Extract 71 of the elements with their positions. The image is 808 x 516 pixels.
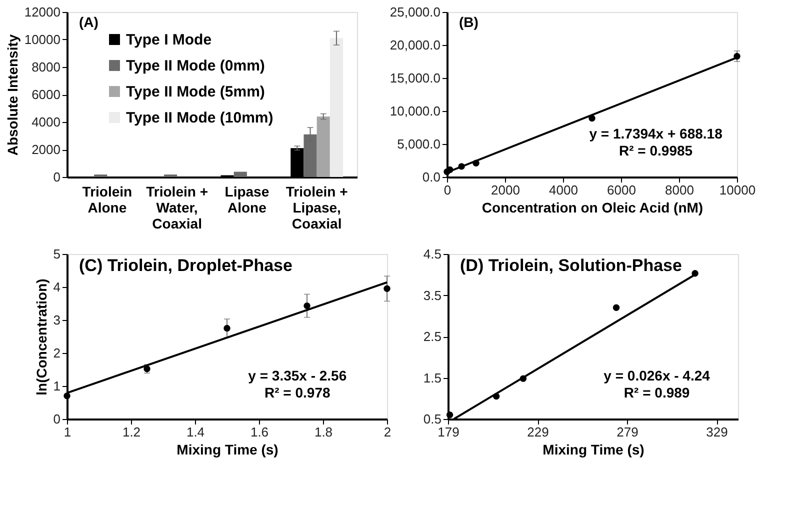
x-tick-label: 8000: [665, 182, 694, 198]
point: [304, 302, 310, 310]
x-tick-label: 279: [616, 424, 638, 440]
y-tick-label: 2.5: [423, 329, 442, 344]
x-tick-label: Triolein Alone: [82, 184, 132, 216]
chart-title: (A): [79, 14, 98, 30]
x-tick-label: Lipase Alone: [224, 184, 270, 216]
y-axis-title: Absolute Intensity: [4, 34, 20, 156]
y-tick-label: 4: [53, 280, 60, 294]
point: [224, 324, 230, 332]
legend-label: Type I Mode: [126, 32, 212, 48]
x-tick-label: 2000: [491, 182, 520, 198]
bar: [234, 172, 247, 177]
annotation: R² = 0.978: [264, 384, 330, 400]
x-tick-label: 1.4: [186, 424, 205, 440]
chart-title: (B): [459, 14, 478, 30]
x-tick-label: Triolein + Lipase, Coaxial: [286, 184, 348, 232]
y-tick-label: 8000: [32, 60, 60, 74]
y-tick-label: 1: [53, 378, 60, 394]
x-axis-title: Mixing Time (s): [542, 442, 644, 458]
annotation: R² = 0.9985: [619, 142, 693, 158]
y-axis-title: ln(Concentration): [33, 278, 50, 396]
y-tick-label: 4.5: [423, 246, 442, 262]
y-tick-label: 2000: [32, 142, 60, 157]
x-tick-label: 179: [438, 424, 460, 440]
annotation: y = 1.7394x + 688.18: [589, 126, 723, 142]
legend-label: Type II Mode (10mm): [126, 110, 274, 126]
annotation: y = 3.35x - 2.56: [248, 368, 347, 384]
x-tick-label: 1.6: [250, 424, 269, 440]
y-tick-label: 3: [53, 312, 60, 328]
y-tick-label: 20,000.0: [390, 38, 440, 52]
x-tick-label: 1.8: [314, 424, 333, 440]
x-tick-label: 1: [64, 424, 72, 440]
y-tick-label: 0: [53, 170, 60, 184]
y-tick-label: 15,000.0: [390, 70, 440, 86]
bar: [316, 116, 330, 177]
annotation: y = 0.026x - 4.24: [604, 368, 710, 384]
y-tick-label: 25,000.0: [390, 4, 440, 20]
x-tick-label: 329: [706, 424, 728, 440]
x-tick-label: Triolein + Water, Coaxial: [146, 184, 208, 232]
x-tick-label: 1.2: [122, 424, 141, 440]
y-tick-label: 10,000.0: [390, 104, 440, 118]
chart-title: (D) Triolein, Solution-Phase: [460, 256, 682, 275]
x-axis-title: Mixing Time (s): [176, 442, 278, 458]
y-tick-label: 2: [53, 346, 60, 360]
annotation: R² = 0.989: [624, 384, 690, 400]
point: [384, 285, 390, 292]
y-tick-label: 1.5: [423, 370, 442, 386]
x-tick-label: 10000: [719, 182, 756, 198]
x-tick-label: 6000: [607, 182, 636, 198]
bar: [330, 38, 344, 177]
y-tick-label: 4000: [32, 114, 60, 130]
x-tick-label: 229: [527, 424, 549, 440]
x-tick-label: 4000: [549, 182, 578, 198]
point: [446, 412, 454, 418]
chart-title: (C) Triolein, Droplet-Phase: [79, 256, 292, 275]
y-tick-label: 0: [53, 412, 60, 426]
y-tick-label: 6000: [32, 87, 60, 102]
point: [612, 304, 620, 311]
y-tick-label: 0.5: [423, 412, 442, 426]
y-tick-label: 5: [53, 246, 60, 262]
x-tick-label: 0: [444, 182, 452, 198]
x-axis-title: Concentration on Oleic Acid (nM): [482, 200, 704, 216]
y-tick-label: 5,000.0: [397, 136, 440, 152]
y-tick-label: 12000: [24, 4, 60, 20]
legend-label: Type II Mode (5mm): [126, 84, 265, 100]
y-tick-label: 10000: [24, 32, 60, 47]
point: [64, 392, 70, 400]
legend-label: Type II Mode (0mm): [126, 58, 265, 74]
y-tick-label: 3.5: [423, 288, 442, 303]
y-tick-label: 0.0: [422, 170, 440, 184]
